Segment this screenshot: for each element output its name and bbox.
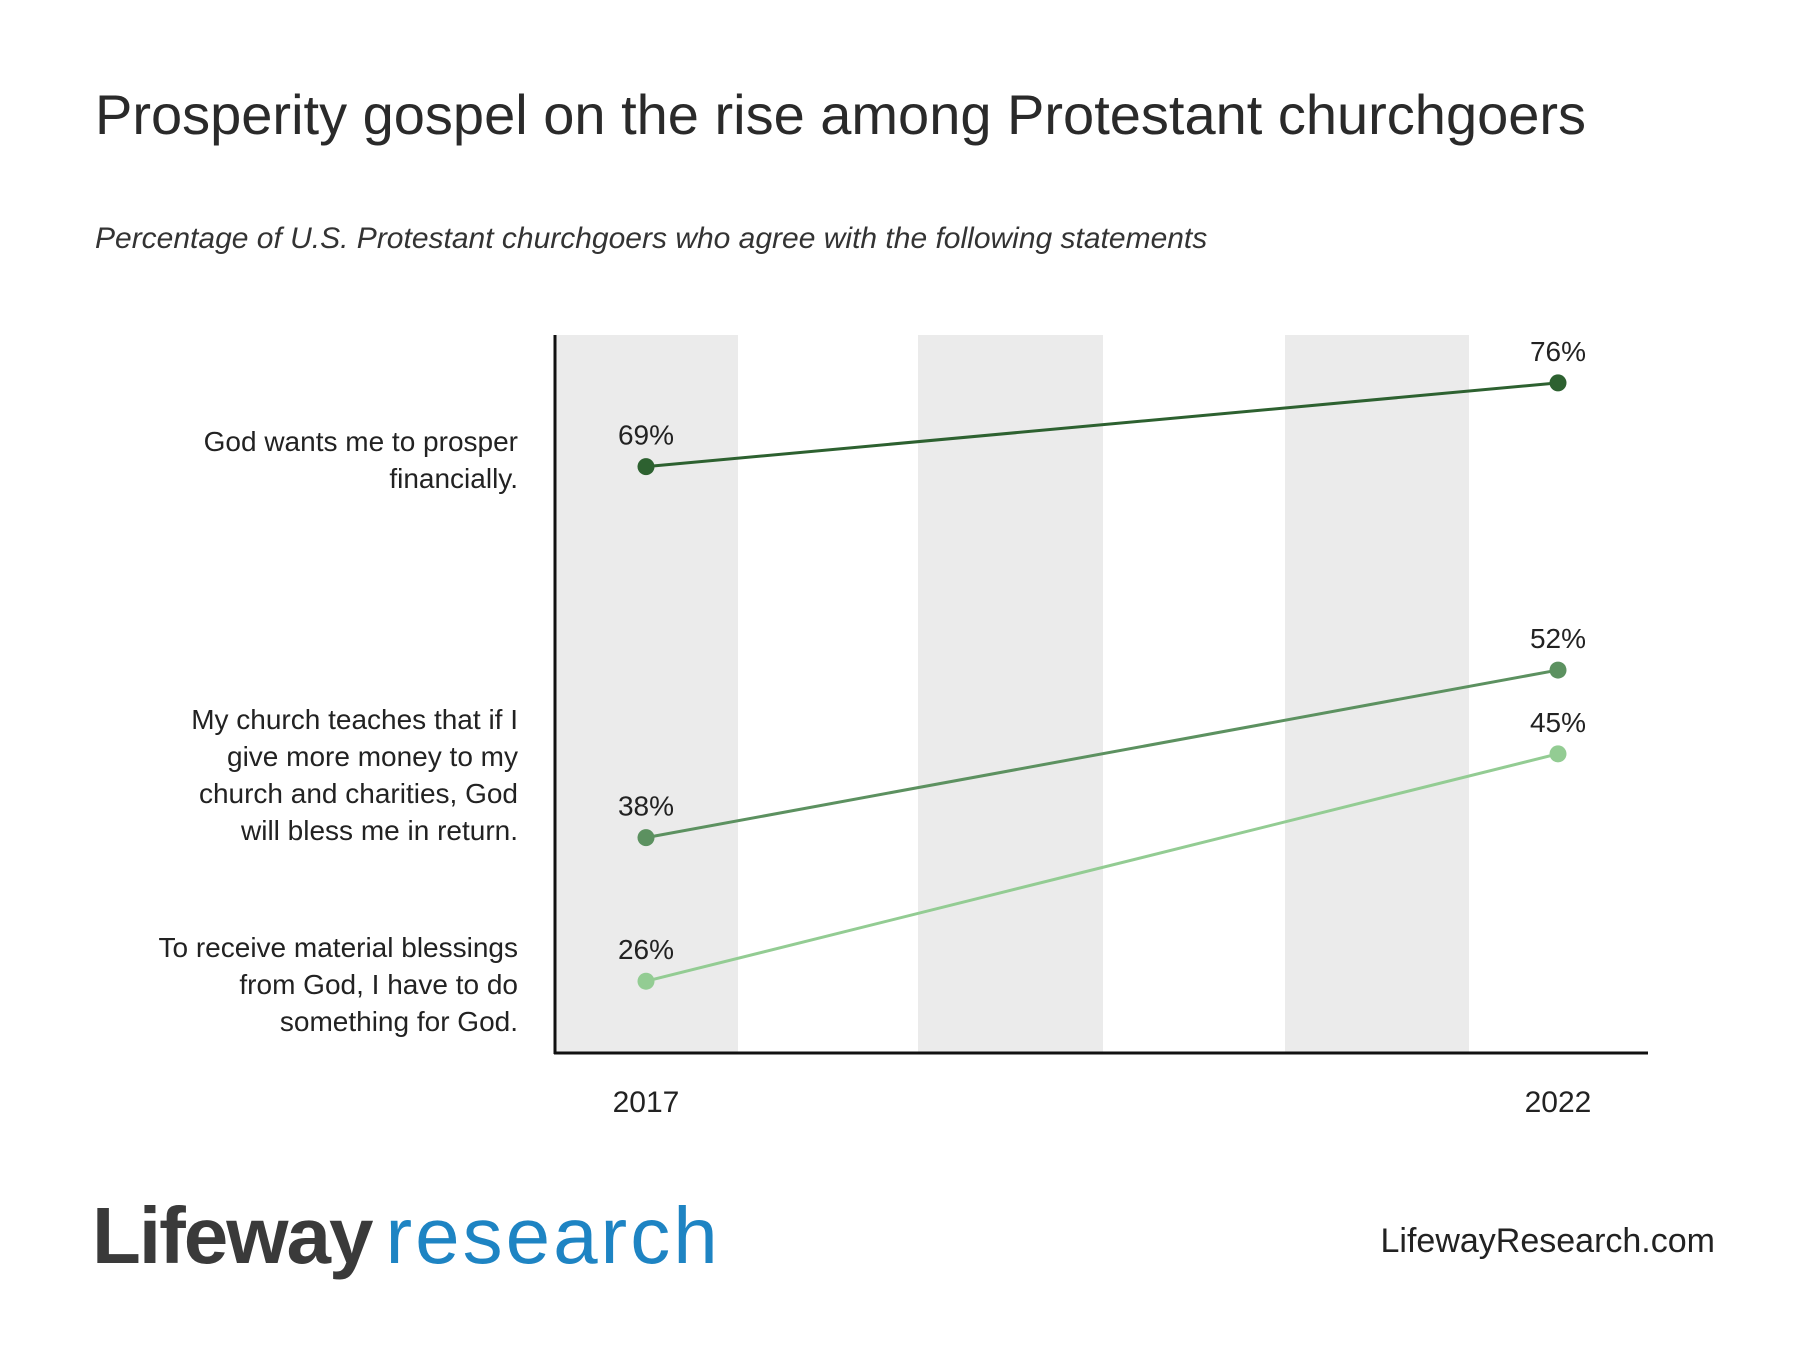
label-line: financially.: [389, 463, 518, 494]
category-label-3: To receive material blessings from God, …: [58, 929, 519, 1040]
label-line: church and charities, God: [198, 778, 518, 809]
chart-subtitle: Percentage of U.S. Protestant churchgoer…: [95, 222, 1208, 255]
data-point: [637, 829, 655, 847]
data-point: [1549, 661, 1567, 679]
label-line: My church teaches that if I: [191, 704, 518, 735]
lifeway-research-logo: Lifeway research: [92, 1191, 721, 1280]
label-line: give more money to my: [227, 741, 518, 772]
data-point: [637, 972, 655, 990]
series-line: [645, 752, 1559, 983]
x-tick-label: 2017: [613, 1086, 680, 1119]
data-label: 38%: [618, 791, 674, 822]
data-label: 76%: [1530, 336, 1586, 367]
data-label: 45%: [1530, 707, 1586, 738]
background-band: [918, 335, 1103, 1053]
data-point: [637, 458, 655, 476]
label-line: God wants me to prosper: [203, 426, 518, 457]
label-line: from God, I have to do: [239, 969, 518, 1000]
data-point: [1549, 374, 1567, 392]
label-line: will bless me in return.: [241, 815, 518, 846]
category-label-1: God wants me to prosper financially.: [58, 423, 518, 497]
chart-title: Prosperity gospel on the rise among Prot…: [95, 83, 1587, 146]
data-point: [1549, 745, 1567, 763]
category-label-2: My church teaches that if I give more mo…: [58, 701, 518, 849]
label-line: something for God.: [279, 1006, 518, 1037]
data-label: 69%: [618, 420, 674, 451]
background-band: [555, 335, 738, 1053]
website-url: LifewayResearch.com: [1380, 1222, 1715, 1260]
label-line: To receive material blessings: [158, 932, 519, 963]
data-label: 52%: [1530, 623, 1586, 654]
data-label: 26%: [618, 934, 674, 965]
x-tick-label: 2022: [1525, 1086, 1592, 1119]
background-band: [1285, 335, 1469, 1053]
series-line: [645, 381, 1559, 469]
series-line: [645, 668, 1559, 840]
